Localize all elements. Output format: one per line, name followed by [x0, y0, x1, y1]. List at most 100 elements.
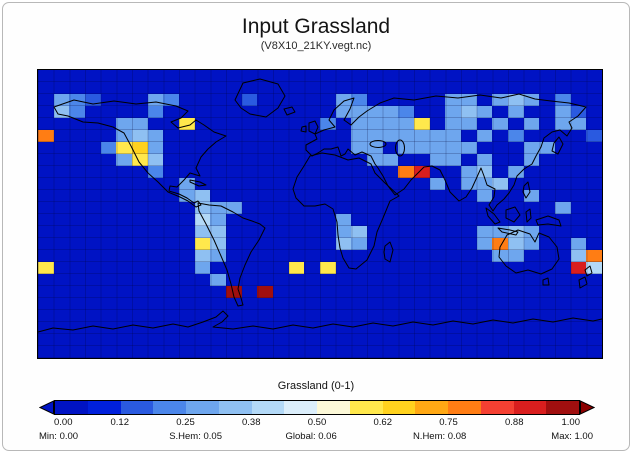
grid-cell — [445, 274, 461, 286]
grid-cell — [492, 106, 508, 118]
grid-cell — [367, 310, 383, 322]
grid-cell — [304, 94, 320, 106]
grid-cell — [226, 142, 242, 154]
grid-cell — [179, 154, 195, 166]
grid-cell — [523, 346, 540, 358]
grid-cell — [351, 250, 367, 262]
grid-cell — [414, 214, 430, 226]
grid-cell — [163, 118, 179, 130]
grid-cell — [351, 202, 367, 214]
grid-cell — [273, 274, 289, 286]
grid-cell — [429, 286, 446, 298]
grid-cell — [100, 154, 117, 166]
grid-cell — [414, 346, 430, 358]
stat-nhem: N.Hem: 0.08 — [412, 431, 467, 442]
grid-cell — [257, 262, 273, 274]
grid-cell — [257, 274, 273, 286]
grid-cell — [304, 334, 320, 346]
grid-cell — [367, 94, 383, 106]
grid-cell — [414, 226, 430, 238]
grid-cell — [476, 214, 493, 226]
grid-cell — [210, 94, 226, 106]
grid-cell — [570, 238, 587, 250]
grid-cell — [382, 286, 399, 298]
grid-cell — [320, 142, 336, 154]
grid-cell — [398, 130, 414, 142]
grid-cell — [367, 154, 383, 166]
grid-cell — [351, 118, 367, 130]
grid-cell — [38, 142, 54, 154]
grid-cell — [382, 70, 399, 82]
grid-cell — [132, 238, 148, 250]
grid-cell — [257, 250, 273, 262]
grid-cell — [179, 214, 195, 226]
grid-cell — [304, 190, 320, 202]
grid-cell — [38, 334, 54, 346]
grid-cell — [461, 166, 477, 178]
grid-cell — [163, 70, 179, 82]
grid-cell — [69, 142, 85, 154]
grid-cell — [132, 322, 148, 334]
colorbar-segment — [153, 401, 186, 414]
grid-cell — [53, 238, 70, 250]
grid-cell — [508, 346, 524, 358]
grid-cell — [100, 298, 117, 310]
grid-cell — [586, 190, 602, 202]
grid-cell — [508, 70, 524, 82]
grid-cell — [445, 202, 461, 214]
grid-cell — [179, 238, 195, 250]
grid-cell — [241, 154, 258, 166]
grid-cell — [85, 238, 101, 250]
grid-cell — [100, 70, 117, 82]
grid-cell — [492, 346, 508, 358]
grid-cell — [429, 142, 446, 154]
grid-cell — [492, 154, 508, 166]
grid-cell — [194, 202, 211, 214]
grid-cell — [210, 346, 226, 358]
grid-cell — [273, 70, 289, 82]
grid-cell — [147, 94, 164, 106]
colorbar-tick-label: 0.50 — [307, 417, 327, 428]
grid-cell — [445, 154, 461, 166]
grid-cell — [288, 94, 305, 106]
grid-cell — [273, 214, 289, 226]
grid-cell — [273, 94, 289, 106]
grid-cell — [53, 334, 70, 346]
grid-cell — [210, 238, 226, 250]
grid-cell — [414, 118, 430, 130]
grid-cell — [132, 298, 148, 310]
grid-cell — [414, 262, 430, 274]
grid-cell — [194, 226, 211, 238]
grid-cell — [273, 166, 289, 178]
grid-cell — [85, 94, 101, 106]
grid-cell — [38, 274, 54, 286]
grid-cell — [257, 82, 273, 94]
grid-cell — [492, 226, 508, 238]
grid-cell — [116, 250, 132, 262]
grid-cell — [257, 226, 273, 238]
grid-cell — [414, 94, 430, 106]
grid-cell — [429, 310, 446, 322]
grid-cell — [116, 274, 132, 286]
grid-cell — [38, 250, 54, 262]
grid-cell — [69, 82, 85, 94]
grid-cell — [445, 142, 461, 154]
grid-cell — [163, 298, 179, 310]
grid-cell — [38, 322, 54, 334]
grid-cell — [226, 166, 242, 178]
grid-cell — [210, 262, 226, 274]
grid-cell — [320, 262, 336, 274]
grid-cell — [226, 178, 242, 190]
grid-cell — [539, 346, 555, 358]
grid-cell — [226, 346, 242, 358]
grid-cell — [523, 202, 540, 214]
grid-cell — [382, 142, 399, 154]
grid-cell — [523, 166, 540, 178]
grid-cell — [304, 238, 320, 250]
grid-cell — [210, 310, 226, 322]
grid-cell — [320, 202, 336, 214]
grid-cell — [132, 106, 148, 118]
grid-cell — [179, 322, 195, 334]
grid-cell — [288, 250, 305, 262]
grid-cell — [320, 286, 336, 298]
